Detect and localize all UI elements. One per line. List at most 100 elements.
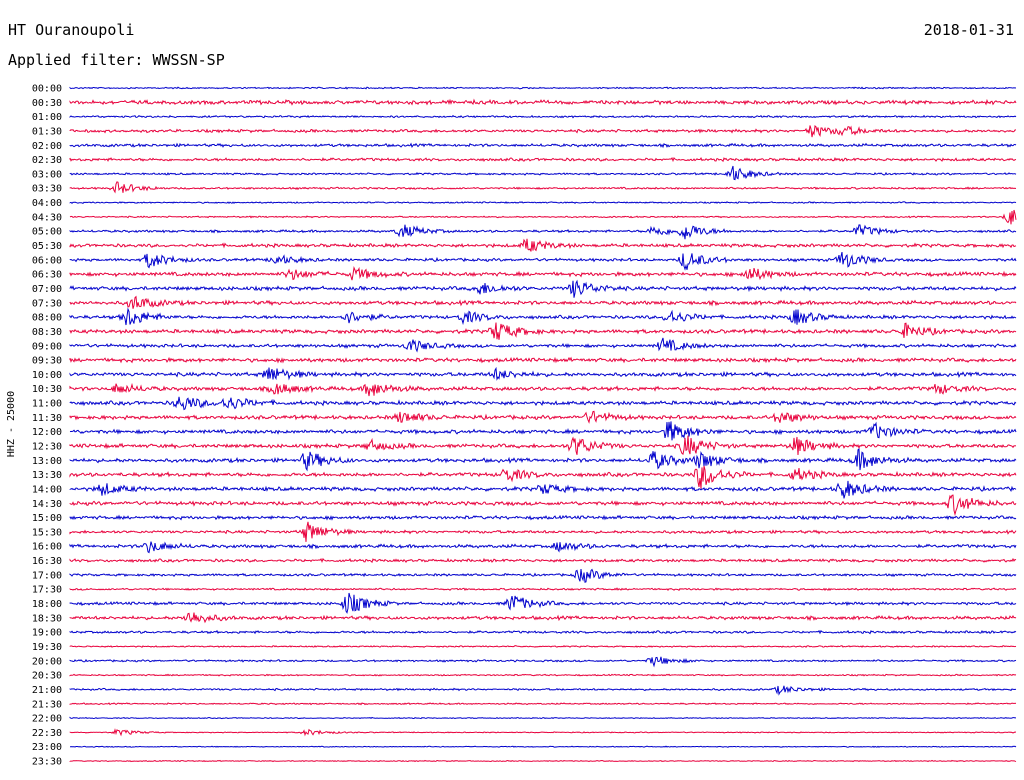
trace-line <box>69 142 1017 149</box>
trace-line <box>69 224 1017 240</box>
tick-label: 08:30 <box>32 327 62 338</box>
tick-label: 17:00 <box>32 570 62 581</box>
trace-line <box>69 279 1017 298</box>
tick-label: 11:30 <box>32 413 62 424</box>
tick-label: 23:30 <box>32 757 62 768</box>
trace-line <box>69 125 1017 138</box>
tick-label: 19:30 <box>32 642 62 653</box>
trace-line <box>69 382 1017 397</box>
trace-line <box>69 521 1017 542</box>
tick-label: 23:00 <box>32 742 62 753</box>
station-title: HT Ouranoupoli <box>8 21 135 39</box>
tick-label: 14:00 <box>32 484 62 495</box>
trace-line <box>69 644 1017 648</box>
trace-line <box>69 716 1016 720</box>
trace-line <box>69 307 1017 326</box>
tick-label: 02:30 <box>32 155 62 166</box>
trace-line <box>69 702 1017 706</box>
trace-line <box>69 251 1017 271</box>
tick-label: 07:30 <box>32 298 62 309</box>
trace-line <box>69 612 1017 624</box>
trace-line <box>69 114 1017 119</box>
tick-label: 13:00 <box>32 456 62 467</box>
tick-label: 03:30 <box>32 184 62 195</box>
tick-label: 09:00 <box>32 341 62 352</box>
date-label: 2018-01-31 <box>923 21 1014 39</box>
trace-line <box>69 356 1017 364</box>
trace-line <box>69 238 1017 252</box>
trace-line <box>69 541 1017 554</box>
trace-line <box>69 421 1017 441</box>
trace-line <box>69 494 1017 517</box>
tick-label: 01:30 <box>32 126 62 137</box>
tick-label: 02:00 <box>32 141 62 152</box>
trace-line <box>69 557 1017 564</box>
trace-line <box>69 322 1017 340</box>
tick-label: 05:00 <box>32 227 62 238</box>
tick-label: 04:30 <box>32 212 62 223</box>
tick-label: 22:00 <box>32 714 62 725</box>
trace-line <box>69 410 1017 424</box>
tick-label: 16:00 <box>32 542 62 553</box>
trace-line <box>69 209 1017 225</box>
tick-label: 14:30 <box>32 499 62 510</box>
tick-label: 06:00 <box>32 255 62 266</box>
tick-label: 22:30 <box>32 728 62 739</box>
tick-label: 19:00 <box>32 628 62 639</box>
tick-label: 09:30 <box>32 356 62 367</box>
trace-line <box>69 156 1017 163</box>
tick-label: 18:00 <box>32 599 62 610</box>
trace-line <box>69 480 1017 499</box>
trace-line <box>69 448 1017 472</box>
trace-line <box>69 366 1017 381</box>
tick-label: 17:30 <box>32 585 62 596</box>
trace-line <box>69 266 1017 281</box>
trace-line <box>69 745 1017 748</box>
tick-label: 08:00 <box>32 313 62 324</box>
tick-label: 21:00 <box>32 685 62 696</box>
tick-label: 12:00 <box>32 427 62 438</box>
trace-line <box>69 568 1017 583</box>
tick-labels: 00:00 00:30 01:00 01:30 02:00 02:30 03:00 03:30… <box>32 84 62 768</box>
trace-line <box>69 514 1017 521</box>
trace-line <box>69 98 1017 106</box>
tick-label: 01:00 <box>32 112 62 123</box>
tick-label: 15:30 <box>32 527 62 538</box>
trace-line <box>69 181 1017 194</box>
trace-line <box>69 759 1017 763</box>
tick-label: 12:30 <box>32 442 62 453</box>
trace-line <box>69 656 1017 668</box>
tick-label: 11:00 <box>32 399 62 410</box>
trace-line <box>69 728 1017 737</box>
trace-line <box>69 337 1017 353</box>
trace-line <box>69 629 1017 635</box>
trace-line <box>69 592 1017 614</box>
tick-label: 07:00 <box>32 284 62 295</box>
tick-label: 06:30 <box>32 270 62 281</box>
tick-label: 00:30 <box>32 98 62 109</box>
trace-line <box>69 396 1017 411</box>
tick-label: 21:30 <box>32 699 62 710</box>
tick-label: 16:30 <box>32 556 62 567</box>
tick-label: 05:30 <box>32 241 62 252</box>
tick-label: 13:30 <box>32 470 62 481</box>
y-axis-label: HHZ - 25000 <box>6 391 17 457</box>
trace-line <box>69 685 1017 696</box>
traces <box>69 86 1017 763</box>
trace-line <box>69 201 1017 205</box>
tick-label: 00:00 <box>32 84 62 95</box>
tick-label: 18:30 <box>32 613 62 624</box>
tick-label: 15:00 <box>32 513 62 524</box>
trace-line <box>69 673 1017 677</box>
filter-label: Applied filter: WWSSN-SP <box>8 51 225 69</box>
trace-line <box>69 587 1017 592</box>
tick-label: 20:00 <box>32 656 62 667</box>
tick-label: 10:30 <box>32 384 62 395</box>
trace-line <box>69 295 1017 309</box>
trace-line <box>69 435 1017 456</box>
tick-label: 04:00 <box>32 198 62 209</box>
tick-label: 20:30 <box>32 671 62 682</box>
trace-line <box>69 465 1017 489</box>
trace-line <box>69 86 1017 90</box>
